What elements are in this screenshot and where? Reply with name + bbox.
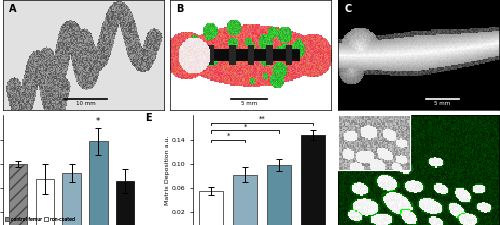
Text: B: B (176, 4, 184, 14)
Text: 10 mm: 10 mm (76, 101, 96, 106)
Bar (89, 141, 108, 225)
Bar (9, 164, 28, 225)
Bar (36, 179, 54, 225)
Bar (234, 175, 257, 225)
Text: A: A (9, 4, 16, 14)
Text: C: C (344, 4, 352, 14)
Y-axis label: Matrix Deposition a.u.: Matrix Deposition a.u. (166, 135, 170, 205)
Legend: control femur, non-coated: control femur, non-coated (5, 217, 76, 222)
Bar (302, 135, 325, 225)
Bar (62, 173, 81, 225)
Text: *: * (96, 117, 100, 126)
Text: 5 mm: 5 mm (241, 101, 258, 106)
Bar (200, 191, 223, 225)
Text: E: E (145, 113, 152, 123)
Text: F: F (344, 119, 351, 128)
Bar (116, 181, 134, 225)
Text: *: * (226, 133, 230, 139)
Bar (268, 165, 291, 225)
Text: *: * (244, 124, 247, 130)
Text: **: ** (259, 116, 266, 122)
Text: 5 mm: 5 mm (434, 101, 450, 106)
